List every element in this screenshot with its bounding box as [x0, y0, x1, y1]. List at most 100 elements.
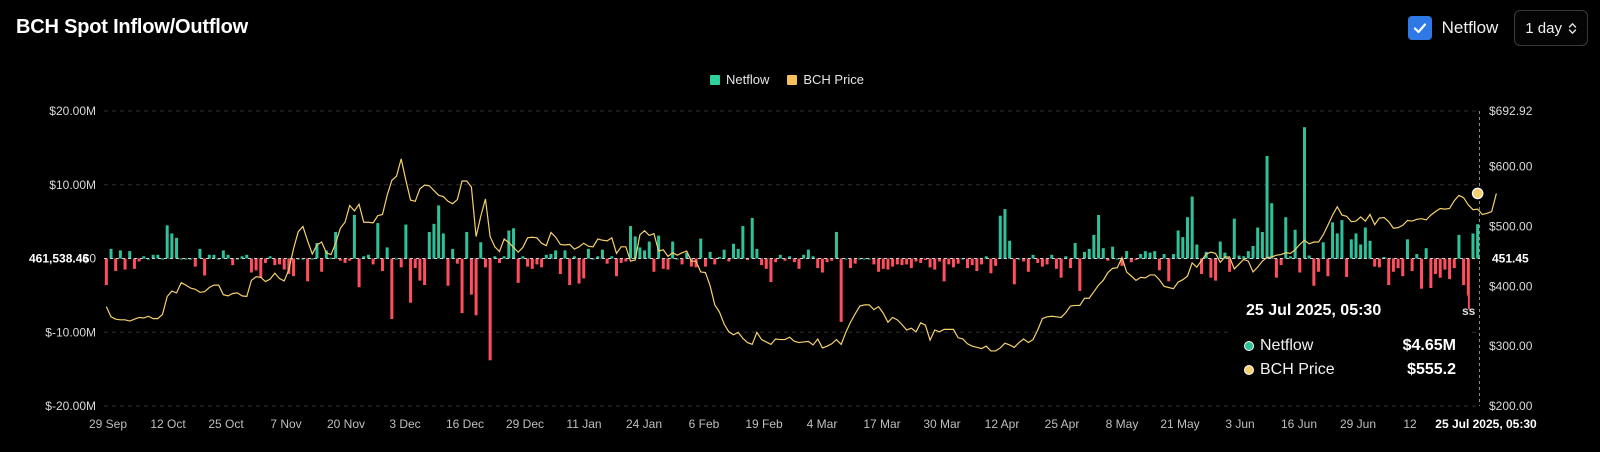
- netflow-bar: [1424, 248, 1428, 259]
- right-axis-tick-label-3: $400.00: [1489, 279, 1533, 293]
- page-title: BCH Spot Inflow/Outflow: [16, 16, 249, 38]
- netflow-bar: [1022, 258, 1026, 262]
- netflow-bar: [502, 256, 506, 259]
- netflow-bar: [423, 258, 427, 286]
- netflow-bar: [427, 231, 431, 259]
- netflow-bar: [619, 258, 623, 263]
- netflow-bar: [315, 243, 319, 259]
- netflow-bar: [1321, 242, 1325, 259]
- netflow-bar: [1143, 251, 1147, 259]
- netflow-bar: [554, 250, 558, 259]
- netflow-bar: [1457, 234, 1461, 259]
- netflow-bar: [1359, 244, 1363, 259]
- netflow-bar: [1284, 217, 1288, 259]
- netflow-bar: [104, 258, 108, 286]
- netflow-bar: [1176, 230, 1180, 259]
- netflow-bar: [1387, 258, 1391, 286]
- netflow-bar: [863, 258, 867, 260]
- netflow-bar: [278, 258, 282, 265]
- netflow-bar: [497, 258, 501, 263]
- netflow-bar: [385, 247, 389, 259]
- right-current-label: 451.45: [1492, 252, 1529, 266]
- netflow-bar: [207, 254, 211, 259]
- netflow-bar: [1363, 227, 1367, 259]
- netflow-bar: [1354, 233, 1358, 259]
- netflow-bar: [469, 258, 473, 295]
- netflow-bar: [825, 258, 829, 263]
- netflow-bar: [390, 258, 394, 319]
- x-axis-tick-label-8: 11 Jan: [566, 417, 601, 431]
- netflow-bar: [1288, 256, 1292, 259]
- left-axis-tick-label-4: $-20.00M: [45, 399, 96, 413]
- netflow-bar: [268, 256, 272, 259]
- netflow-bar: [1003, 209, 1007, 259]
- netflow-bar: [432, 223, 436, 259]
- netflow-bar: [703, 258, 707, 267]
- netflow-toggle-label[interactable]: Netflow: [1441, 18, 1499, 37]
- netflow-bar: [1162, 254, 1166, 259]
- netflow-bar: [675, 258, 679, 260]
- netflow-bar: [395, 258, 399, 260]
- netflow-bar: [334, 231, 338, 259]
- netflow-bar: [366, 254, 370, 259]
- netflow-bar: [1120, 258, 1124, 266]
- netflow-bar: [900, 258, 904, 266]
- netflow-bar: [507, 230, 511, 259]
- netflow-bar: [1312, 258, 1316, 286]
- netflow-bar: [1157, 258, 1161, 271]
- netflow-bar: [455, 258, 459, 264]
- tooltip-netflow-value: $4.65M: [1402, 337, 1456, 354]
- tooltip-price-label: BCH Price: [1260, 361, 1335, 378]
- netflow-bar: [1438, 258, 1442, 278]
- tooltip-overlay-text: ss: [1462, 304, 1476, 318]
- timeframe-select[interactable]: 1 day: [1514, 10, 1588, 46]
- x-axis-tick-label-13: 17 Mar: [863, 417, 900, 431]
- x-axis-tick-label-11: 19 Feb: [745, 417, 783, 431]
- netflow-bar: [1335, 233, 1339, 259]
- netflow-bar: [156, 254, 160, 259]
- right-axis-tick-label-1: $600.00: [1489, 160, 1533, 174]
- netflow-bar: [1129, 258, 1133, 263]
- netflow-bar: [1448, 258, 1452, 280]
- netflow-bar: [221, 250, 225, 259]
- netflow-bar: [750, 217, 754, 259]
- x-axis-tick-label-17: 8 May: [1106, 417, 1139, 431]
- netflow-bar: [282, 258, 286, 270]
- netflow-bar: [947, 258, 951, 265]
- netflow-bar: [1218, 241, 1222, 259]
- tooltip-netflow-label-group: Netflow: [1244, 337, 1313, 355]
- netflow-checkbox[interactable]: [1407, 16, 1432, 40]
- netflow-bar: [774, 258, 778, 263]
- netflow-bar: [994, 258, 998, 266]
- netflow-bar: [399, 258, 403, 268]
- netflow-bar: [1246, 251, 1250, 259]
- netflow-bar: [970, 258, 974, 266]
- netflow-bar: [132, 258, 136, 269]
- netflow-bar: [1410, 258, 1414, 272]
- select-arrows-icon: [1568, 22, 1577, 35]
- netflow-bar: [1452, 258, 1456, 269]
- x-axis-tick-label-1: 12 Oct: [150, 417, 186, 431]
- netflow-bar: [193, 258, 197, 267]
- netflow-bar: [629, 226, 633, 259]
- netflow-bar: [1171, 254, 1175, 259]
- netflow-bar: [1078, 258, 1082, 291]
- netflow-bar: [1326, 258, 1330, 277]
- netflow-bar: [980, 258, 984, 265]
- netflow-bar: [1092, 234, 1096, 259]
- netflow-bar: [362, 256, 366, 259]
- netflow-bar: [717, 257, 721, 259]
- legend-item-bch-price[interactable]: BCH Price: [787, 72, 864, 87]
- netflow-bar: [895, 258, 899, 265]
- netflow-bar: [1251, 245, 1255, 259]
- netflow-bar: [128, 251, 132, 259]
- netflow-bar: [1008, 240, 1012, 259]
- netflow-bar: [273, 258, 277, 266]
- netflow-bar: [1139, 254, 1143, 259]
- netflow-bar: [1298, 258, 1302, 273]
- netflow-bar: [409, 258, 413, 303]
- netflow-bar: [109, 248, 113, 259]
- legend-item-netflow[interactable]: Netflow: [710, 72, 769, 87]
- netflow-bar: [1087, 248, 1091, 259]
- checkmark-icon: [1413, 23, 1426, 34]
